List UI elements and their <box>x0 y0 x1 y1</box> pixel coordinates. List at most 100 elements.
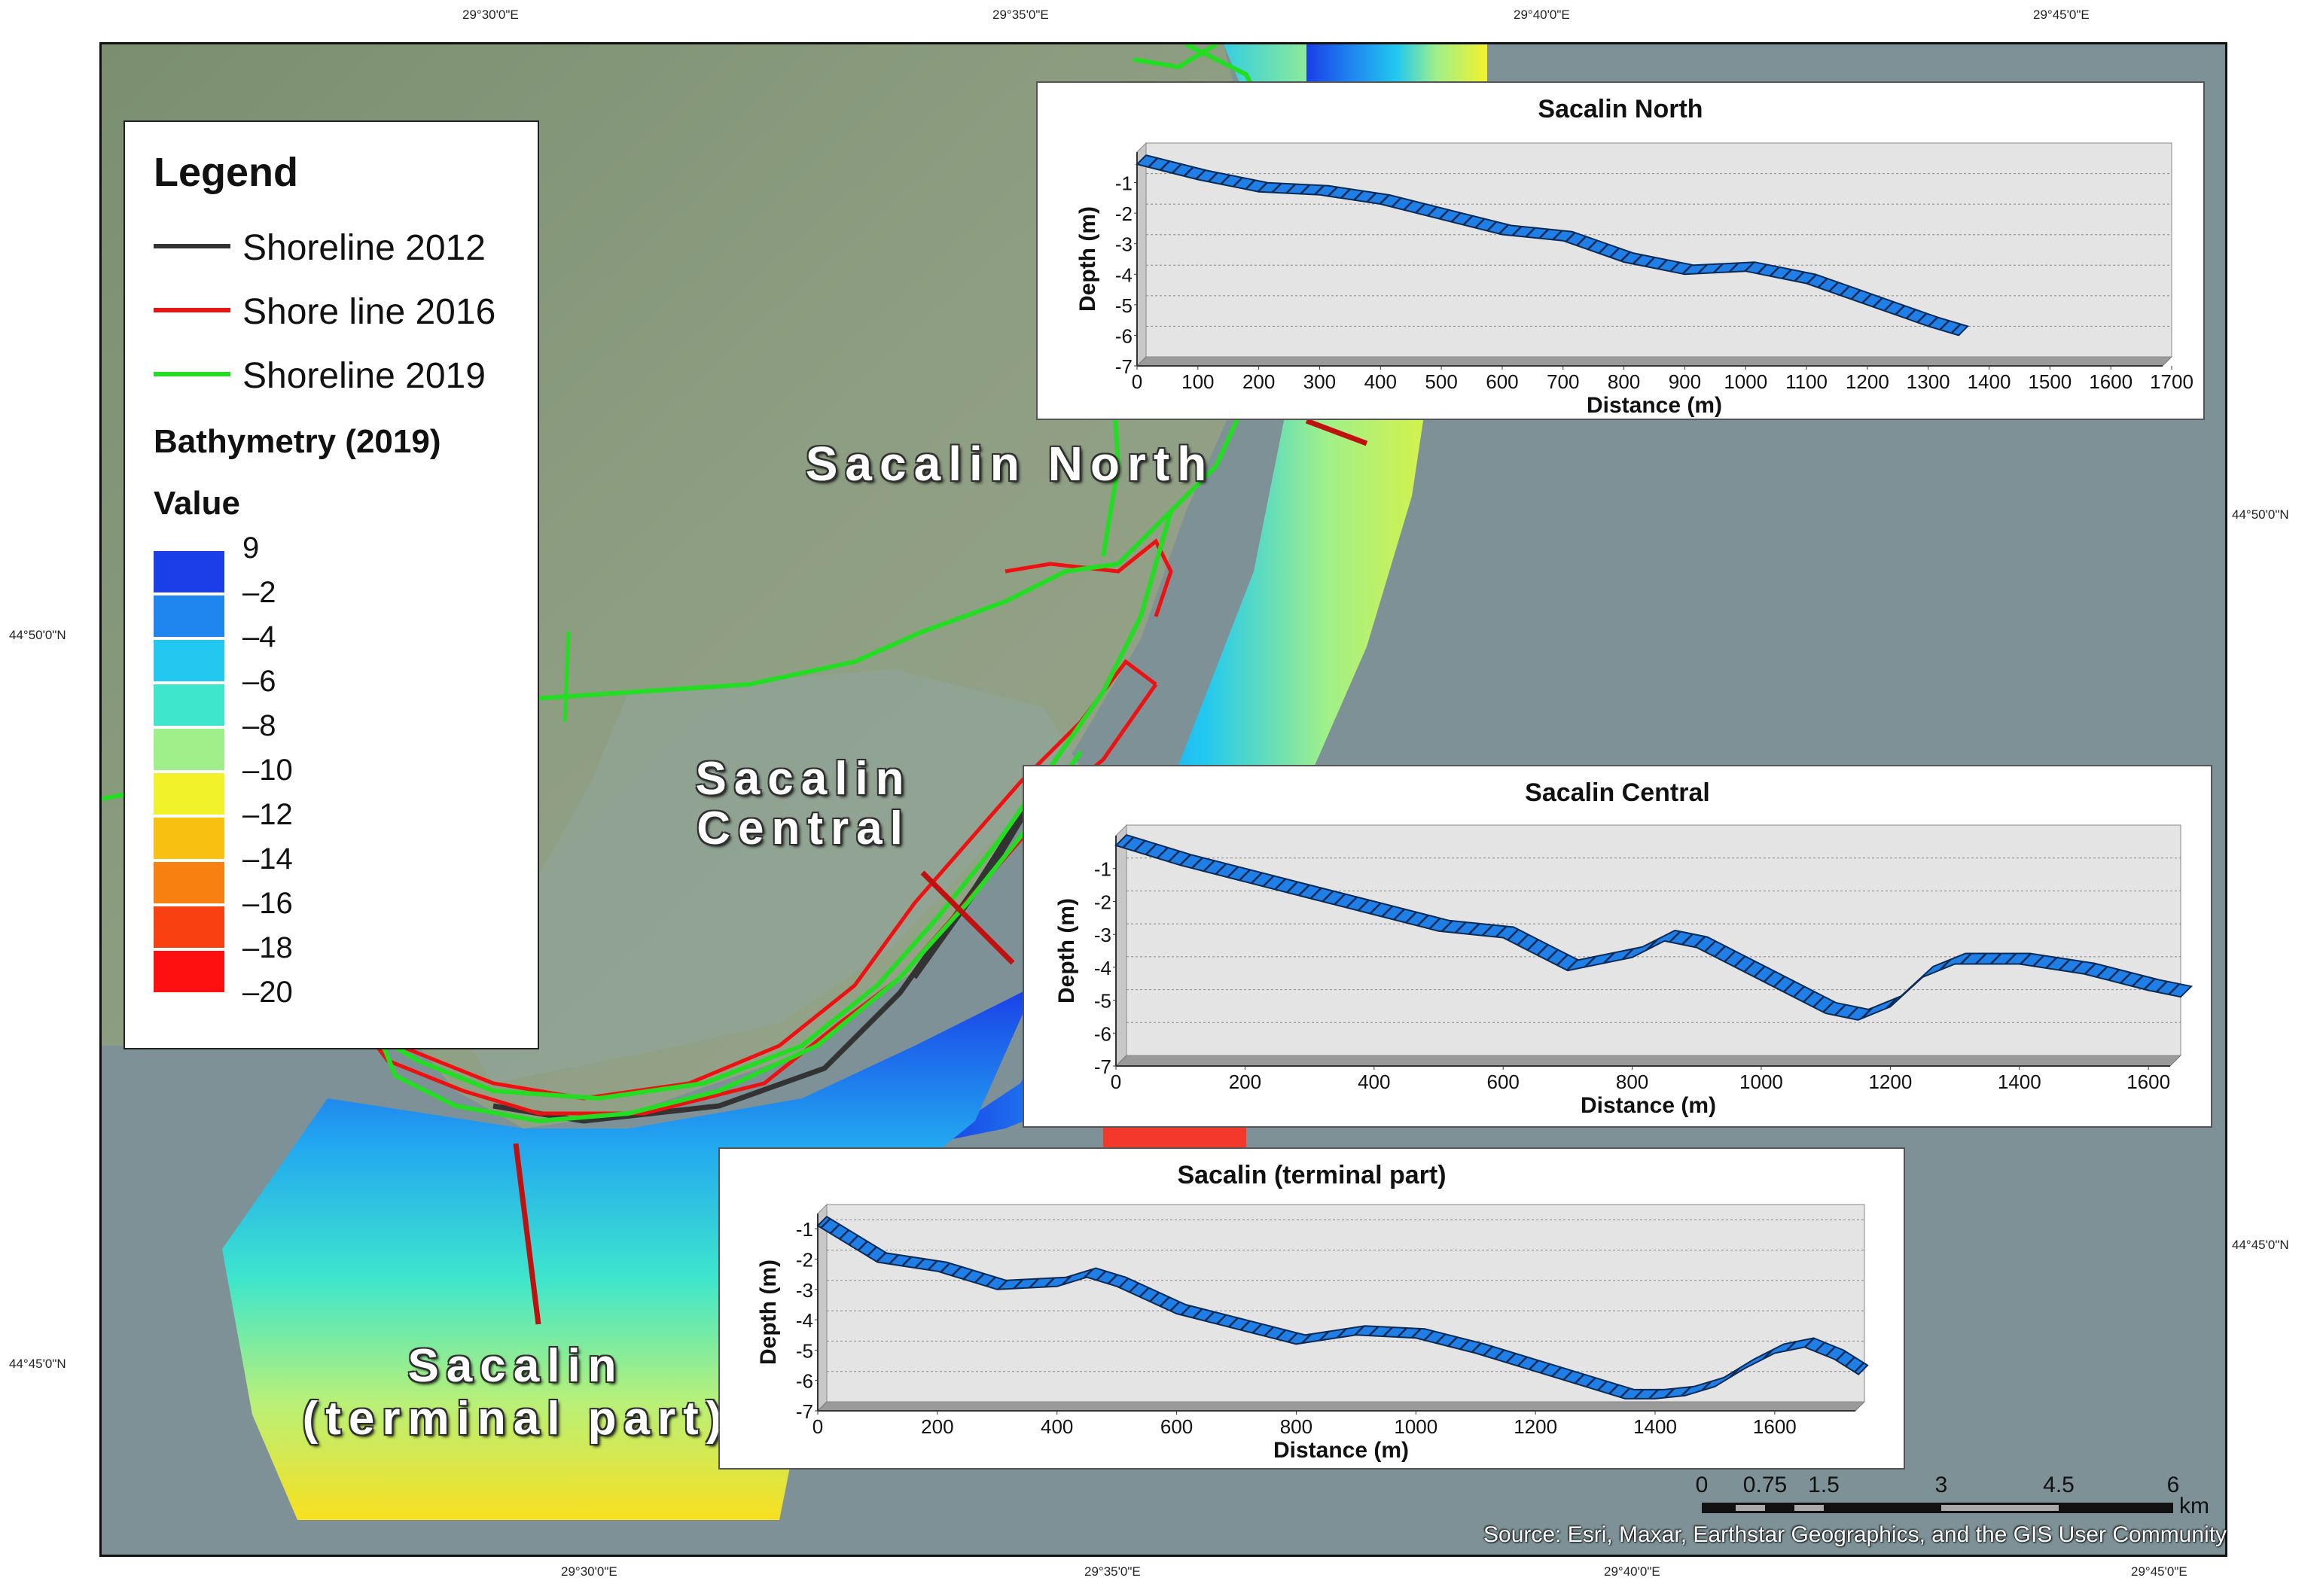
chart-x-tick-label: 1500 <box>2028 370 2072 393</box>
scale-bar-tick-label: 3 <box>1934 1473 1948 1497</box>
chart-side-wall <box>1115 824 1127 1068</box>
legend-class-value: –6 <box>242 665 276 698</box>
chart-x-tick-label: 100 <box>1181 370 1214 393</box>
chart-y-axis-label: Depth (m) <box>1054 898 1079 1004</box>
graticule-left-1: 44°50'0"N <box>9 628 66 642</box>
label-sacalin-terminal-1: Sacalin <box>407 1340 624 1392</box>
chart-y-tick-label: -5 <box>796 1339 813 1362</box>
legend-line-swatch <box>154 372 230 376</box>
chart-y-tick-label: -1 <box>1115 172 1133 195</box>
legend-color-swatch <box>154 862 224 903</box>
legend-label: Shoreline 2019 <box>242 356 486 396</box>
scale-bar-tick-label: 1.5 <box>1808 1473 1840 1497</box>
lagoon <box>456 669 1081 1083</box>
legend-panel: Legend Shoreline 2012 Shore line 2016 Sh… <box>123 120 539 1049</box>
legend-class-value: –8 <box>242 709 276 742</box>
legend-class-value: 9 <box>242 531 260 565</box>
label-sacalin-central-1: Sacalin <box>695 753 912 805</box>
graticule-top-3: 29°40'0"E <box>1514 8 1570 22</box>
chart-y-tick-label: -2 <box>1094 891 1111 913</box>
chart-x-tick-label: 1000 <box>1739 1071 1783 1093</box>
legend-color-swatch <box>154 684 224 726</box>
chart-x-tick-label: 200 <box>1242 370 1275 393</box>
chart-x-tick-label: 200 <box>921 1415 953 1438</box>
chart-x-axis-label: Distance (m) <box>1581 1093 1716 1118</box>
graticule-left-2: 44°45'0"N <box>9 1357 66 1371</box>
transect-north <box>1305 418 1368 446</box>
legend-line-swatch <box>154 244 230 248</box>
profile-chart-central: Sacalin Central -1 -2 -3 -4 -5 -6 -7 0 200 400 600… <box>1023 765 2212 1128</box>
source-credit: Source: Esri, Maxar, Earthstar Geographi… <box>1483 1522 2227 1547</box>
chart-x-tick-label: 1600 <box>1753 1415 1797 1438</box>
chart-x-tick-label: 800 <box>1608 370 1640 393</box>
graticule-bottom-3: 29°40'0"E <box>1604 1564 1660 1579</box>
chart-x-tick-label: 0 <box>812 1415 823 1438</box>
profile-series-ribbon <box>816 1215 1869 1400</box>
chart-y-tick-label: -5 <box>1094 990 1111 1013</box>
chart-y-tick-label: -3 <box>796 1279 813 1302</box>
legend-class-value: –18 <box>242 931 293 964</box>
legend-color-swatch <box>154 729 224 770</box>
chart-y-tick-label: -3 <box>1115 233 1133 256</box>
chart-back-wall <box>1145 142 2172 358</box>
chart-back-wall <box>826 1204 1865 1403</box>
legend-class-value: –4 <box>242 620 276 653</box>
graticule-bottom-4: 29°45'0"E <box>2131 1564 2187 1579</box>
legend-class-value: –10 <box>242 754 293 787</box>
chart-x-tick-label: 400 <box>1358 1071 1390 1093</box>
legend-color-swatch <box>154 818 224 859</box>
chart-title: Sacalin Central <box>1525 778 1710 807</box>
chart-x-tick-label: 400 <box>1364 370 1397 393</box>
chart-x-tick-label: 1300 <box>1907 370 1950 393</box>
legend-title: Legend <box>154 150 299 195</box>
chart-x-tick-label: 1200 <box>1846 370 1889 393</box>
chart-y-tick-label: -6 <box>1094 1022 1111 1045</box>
transect-central <box>920 870 1015 965</box>
legend-color-swatch <box>154 640 224 681</box>
chart-x-tick-label: 900 <box>1669 370 1701 393</box>
chart-y-tick-label: -2 <box>796 1248 813 1271</box>
chart-x-tick-label: 1400 <box>1968 370 2011 393</box>
chart-x-tick-label: 800 <box>1280 1415 1312 1438</box>
legend-class-value: –14 <box>242 842 293 876</box>
chart-y-tick-label: -5 <box>1115 294 1133 317</box>
graticule-top-2: 29°35'0"E <box>992 8 1049 22</box>
legend-color-swatch <box>154 595 224 637</box>
chart-y-tick-label: -7 <box>1094 1055 1111 1078</box>
graticule-right-2: 44°45'0"N <box>2232 1238 2289 1252</box>
chart-x-tick-label: 1700 <box>2150 370 2193 393</box>
legend-color-swatch <box>154 551 224 592</box>
chart-y-tick-label: -6 <box>1115 324 1133 347</box>
chart-x-tick-label: 500 <box>1425 370 1457 393</box>
legend-label: Shore line 2016 <box>242 292 496 332</box>
graticule-top-1: 29°30'0"E <box>462 8 519 22</box>
profile-series-ribbon <box>1136 154 1969 337</box>
chart-x-tick-label: 600 <box>1486 1071 1519 1093</box>
chart-svg: -1 -2 -3 -4 -5 -6 -70 200 400 600 800 1000 1200 1400 1… <box>1054 824 2193 1118</box>
chart-y-axis-label: Depth (m) <box>756 1259 781 1365</box>
scale-bar: 0 0.75 1.5 3 4.5 6 km <box>1694 1473 2221 1518</box>
chart-x-tick-label: 600 <box>1486 370 1518 393</box>
legend-color-swatch <box>154 906 224 948</box>
chart-y-axis-label: Depth (m) <box>1075 206 1100 312</box>
chart-y-tick-label: -6 <box>796 1370 813 1393</box>
chart-y-tick-label: -3 <box>1094 924 1111 946</box>
scale-bar-tick-label: 0.75 <box>1742 1473 1788 1497</box>
chart-side-wall <box>1136 142 1147 367</box>
bathymetry-top-strip <box>1306 44 1487 82</box>
chart-x-tick-label: 300 <box>1303 370 1336 393</box>
label-sacalin-central-2: Central <box>697 803 910 854</box>
chart-svg: -1 -2 -3 -4 -5 -6 -70 200 400 600 800 1000 1200 1400 1… <box>756 1203 1869 1463</box>
legend-class-value: –20 <box>242 976 293 1009</box>
chart-x-axis-label: Distance (m) <box>1587 393 1722 418</box>
chart-y-tick-label: -1 <box>796 1218 813 1241</box>
chart-y-tick-label: -1 <box>1094 858 1111 881</box>
scale-bar-tick-label: 4.5 <box>2043 1473 2075 1497</box>
chart-x-tick-label: 1200 <box>1868 1071 1912 1093</box>
scale-bar-tick-label: 6 <box>2166 1473 2180 1497</box>
chart-x-tick-label: 800 <box>1616 1071 1648 1093</box>
chart-back-wall <box>1126 824 2181 1056</box>
chart-title: Sacalin North <box>1538 95 1703 123</box>
legend-class-value: –12 <box>242 798 293 831</box>
chart-title: Sacalin (terminal part) <box>1177 1161 1447 1189</box>
